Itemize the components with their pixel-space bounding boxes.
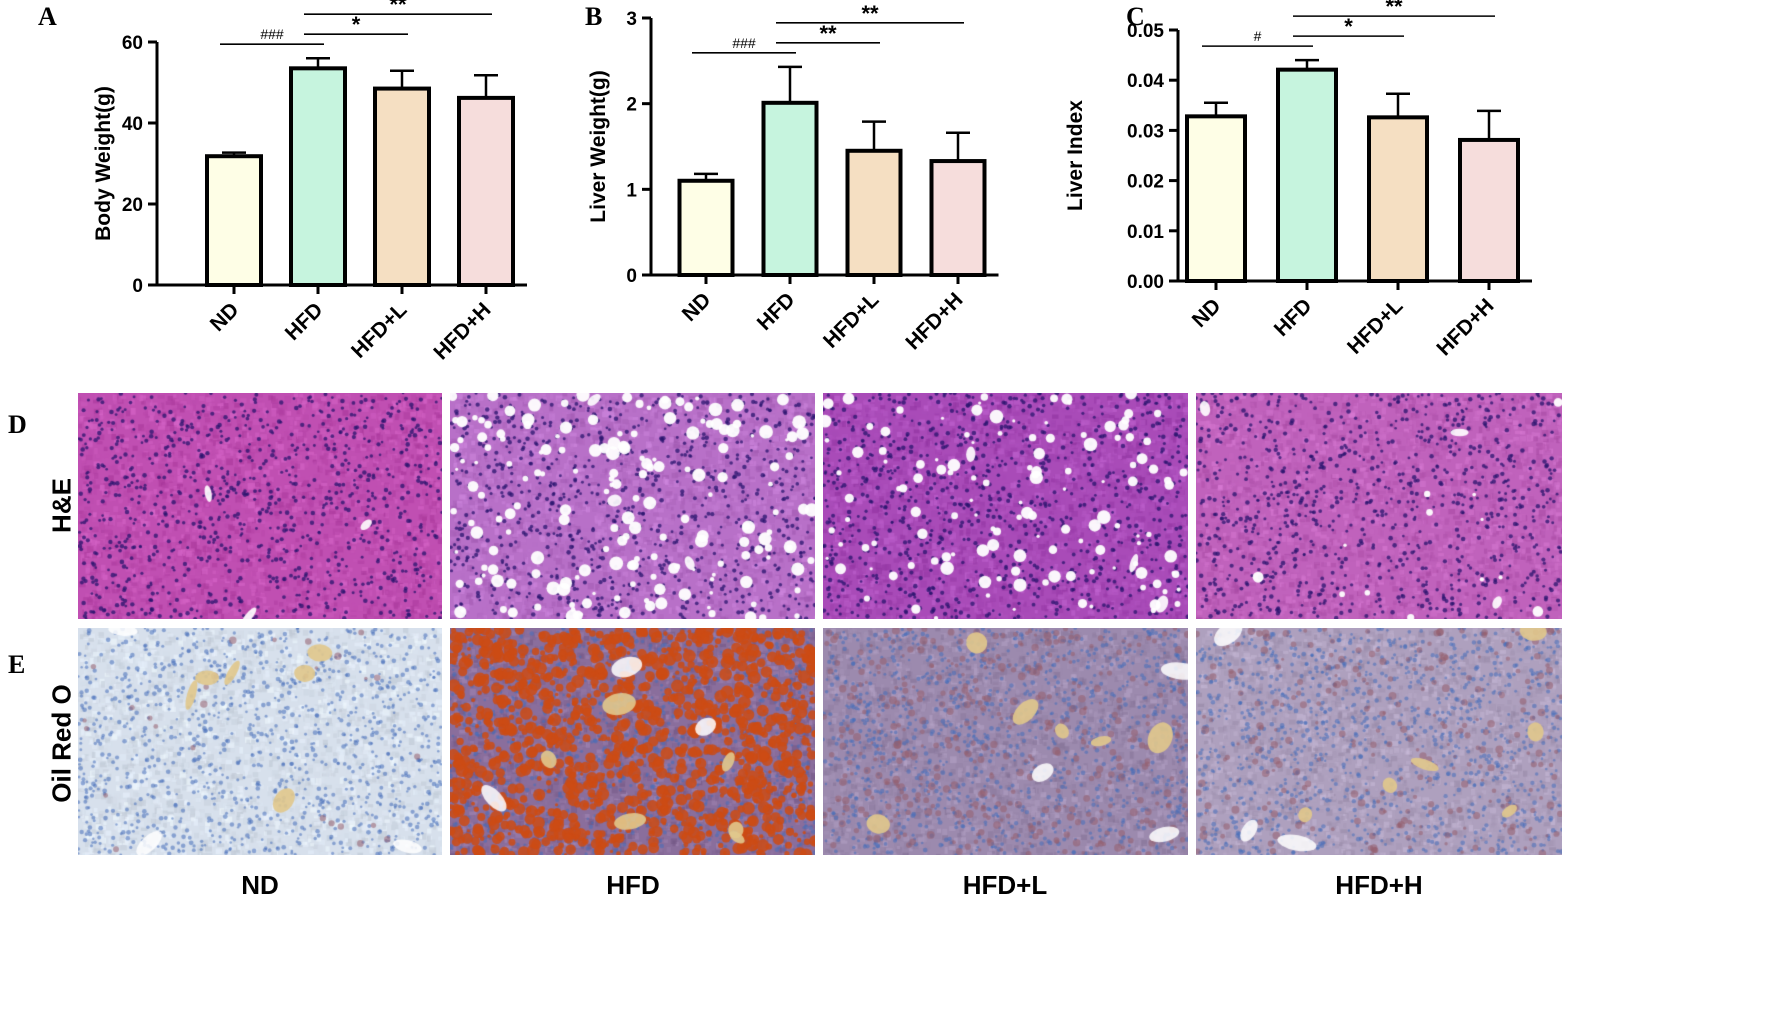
bar: [1276, 67, 1338, 283]
x-tick-label: ND: [206, 298, 244, 336]
x-tick-label: HFD: [753, 288, 800, 335]
x-tick-label: HFD+L: [347, 298, 412, 363]
x-tick-label: HFD+H: [901, 288, 967, 354]
x-tick-label: HFD: [1270, 294, 1317, 341]
y-tick-label: 0.05: [1127, 21, 1164, 42]
x-tick-label: ND: [1188, 294, 1226, 332]
he-image-nd: [78, 393, 442, 619]
bar: [289, 66, 347, 287]
y-axis-label: Liver Weight(g): [587, 70, 610, 222]
group-label-nd: ND: [241, 870, 279, 900]
y-tick-label: 0: [626, 266, 637, 287]
y-tick-label: 40: [122, 114, 143, 135]
y-tick-label: 20: [122, 195, 143, 216]
oil-red-o-image-hfd-l: [823, 628, 1188, 855]
panel-label-c: C: [1126, 2, 1145, 31]
x-tick-label: HFD: [281, 298, 328, 345]
row-label-he: H&E: [46, 478, 77, 533]
he-image-hfd-l: [823, 393, 1188, 619]
panel-label-e: E: [8, 650, 26, 679]
bar: [1185, 114, 1247, 284]
y-tick-label: 0.02: [1127, 172, 1164, 193]
y-tick-label: 0.01: [1127, 222, 1164, 243]
significance-label: ###: [732, 35, 756, 51]
bar: [457, 95, 515, 287]
y-axis-label: Body Weight(g): [92, 86, 115, 241]
y-tick-label: 1: [626, 180, 637, 201]
significance-label: **: [1385, 0, 1403, 19]
bar: [761, 100, 819, 277]
bar: [677, 178, 735, 277]
significance-label: *: [1344, 14, 1353, 39]
bar: [845, 148, 903, 278]
x-tick-label: HFD+H: [429, 298, 495, 364]
group-label-hfd: HFD: [606, 870, 660, 900]
oil-red-o-image-hfd-h: [1196, 628, 1562, 855]
y-tick-label: 0.04: [1127, 71, 1164, 92]
bar: [1458, 137, 1520, 283]
y-tick-label: 60: [122, 33, 143, 54]
x-tick-label: ND: [678, 288, 716, 326]
bar: [929, 159, 987, 278]
he-image-hfd: [450, 393, 815, 619]
y-tick-label: 3: [626, 9, 637, 30]
significance-label: #: [1254, 28, 1262, 44]
y-tick-label: 0: [132, 276, 143, 297]
panel-label-d: D: [8, 410, 27, 439]
group-label-hfd-h: HFD+H: [1335, 870, 1423, 900]
row-label-oil-red-o: Oil Red O: [46, 684, 77, 803]
bar: [205, 154, 263, 287]
bar: [1367, 115, 1429, 283]
panel-label-a: A: [38, 2, 57, 31]
he-image-hfd-h: [1196, 393, 1562, 619]
oil-red-o-image-nd: [78, 628, 442, 855]
oil-red-o-image-hfd: [450, 628, 815, 855]
y-tick-label: 0.00: [1127, 272, 1164, 293]
significance-label: ###: [260, 26, 284, 42]
x-tick-label: HFD+H: [1432, 294, 1498, 360]
y-axis-label: Liver Index: [1064, 100, 1087, 211]
significance-label: **: [861, 1, 879, 26]
y-tick-label: 0.03: [1127, 121, 1164, 142]
x-tick-label: HFD+L: [819, 288, 884, 353]
significance-label: **: [389, 0, 407, 17]
y-tick-label: 2: [626, 95, 637, 116]
group-label-hfd-l: HFD+L: [962, 870, 1048, 900]
significance-label: *: [352, 12, 361, 37]
x-tick-label: HFD+L: [1343, 294, 1408, 359]
bar: [373, 86, 431, 287]
significance-label: **: [819, 21, 837, 46]
panel-label-b: B: [585, 2, 603, 31]
